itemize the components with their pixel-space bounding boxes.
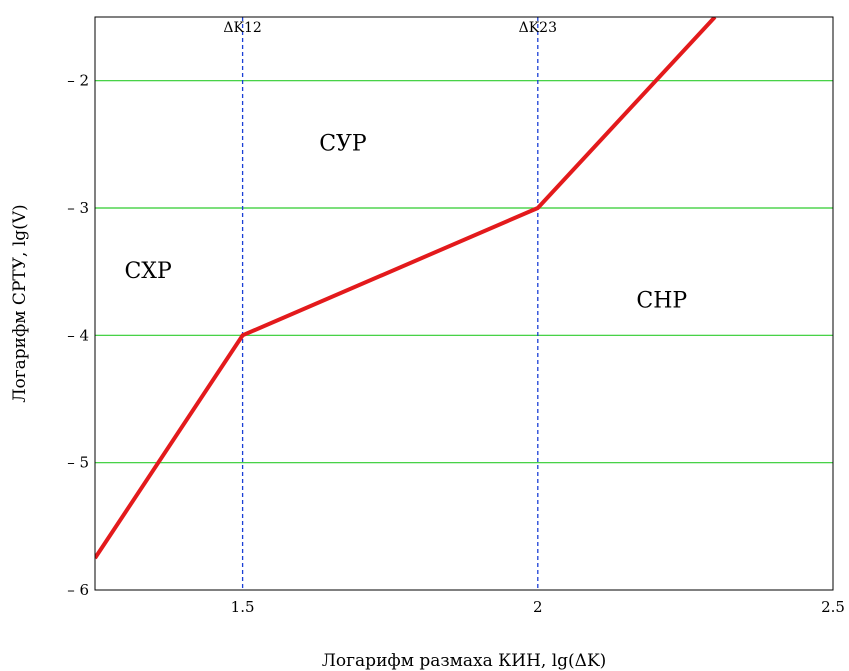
region-label: СУР: [319, 132, 367, 157]
y-tick-label: – 4: [67, 326, 89, 344]
region-label: СНР: [636, 288, 687, 313]
grid-layer: [95, 80, 833, 464]
x-tick-label: 1.5: [231, 598, 255, 616]
series-layer: [95, 17, 717, 560]
tick-layer: – 2 – 3 – 4 – 5 – 6 1.5 2 2.5: [67, 72, 845, 616]
vertical-marker-layer: ΔK12 ΔK23: [223, 17, 557, 590]
y-tick-label: – 2: [67, 72, 89, 90]
x-axis-label: Логарифм размаха КИН, lg(ΔK): [322, 651, 607, 671]
region-label: СХР: [124, 259, 171, 284]
region-label-layer: СХР СУР СНР: [124, 132, 687, 314]
vertical-marker-label: ΔK12: [223, 20, 261, 36]
y-tick-label: – 5: [67, 454, 89, 472]
x-tick-label: 2: [533, 598, 543, 616]
series-line: [95, 17, 717, 560]
y-tick-label: – 6: [67, 581, 89, 599]
vertical-marker-label: ΔK23: [519, 20, 557, 36]
x-tick-label: 2.5: [821, 598, 845, 616]
y-tick-label: – 3: [67, 199, 89, 217]
y-axis-label: Логарифм СРТУ, lg(V): [10, 204, 30, 402]
plot-frame: [94, 16, 834, 591]
